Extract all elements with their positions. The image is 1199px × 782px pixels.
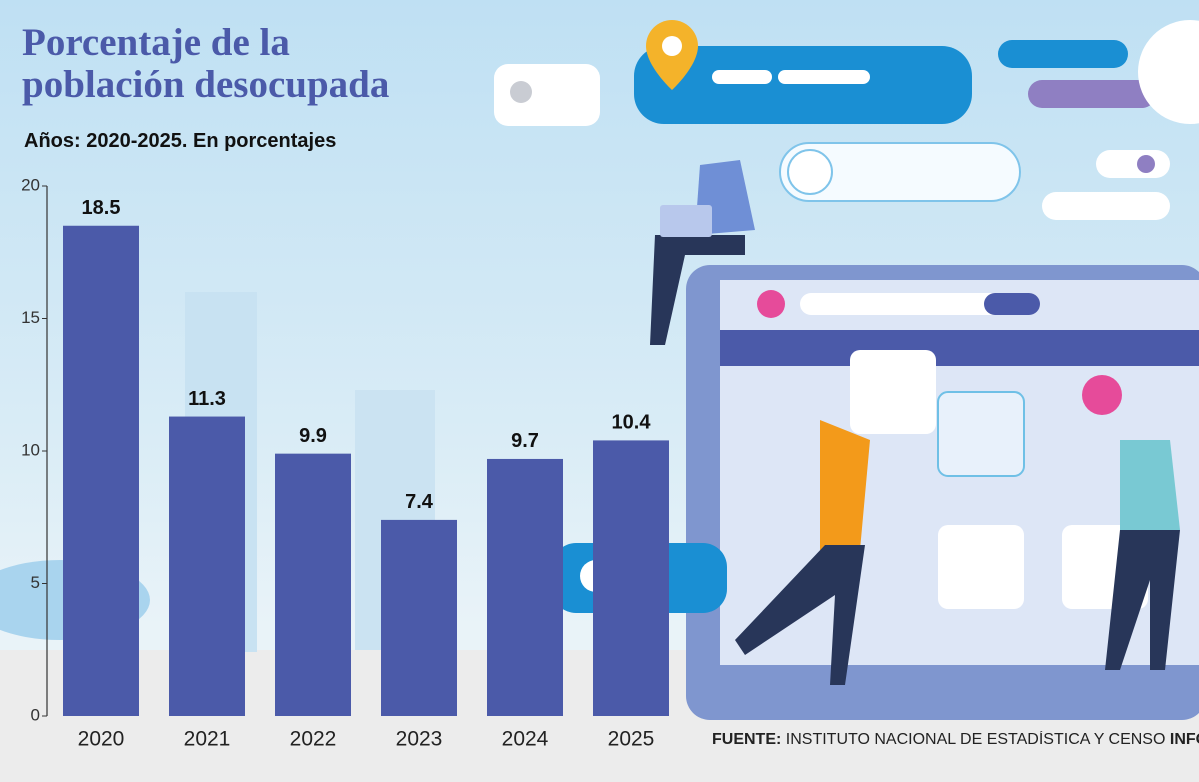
x-tick-label: 2024 — [502, 728, 549, 751]
bar — [487, 458, 563, 716]
laptop-base — [720, 685, 980, 715]
pill — [1042, 192, 1170, 220]
bar — [63, 225, 139, 716]
bar — [593, 440, 669, 716]
person-legs — [650, 235, 745, 345]
source: INSTITUTO NACIONAL DE ESTADÍSTICA Y CENS… — [785, 731, 1166, 748]
pin-dot — [662, 36, 682, 56]
footer: FUENTE: INSTITUTO NACIONAL DE ESTADÍSTIC… — [712, 731, 1199, 749]
bubble — [779, 142, 1021, 202]
pill — [778, 70, 870, 84]
pill — [1028, 80, 1156, 108]
check — [1082, 375, 1122, 415]
toggle — [1096, 150, 1170, 178]
menu — [720, 330, 1199, 366]
bar — [381, 519, 457, 716]
y-tick-label: 10 — [21, 440, 40, 459]
y-tick-label: 5 — [31, 573, 40, 592]
dot — [757, 290, 785, 318]
value-label: 18.5 — [82, 197, 121, 219]
person-legs — [735, 545, 865, 685]
x-tick-label: 2023 — [396, 728, 443, 751]
profile-card — [850, 350, 936, 434]
pill — [712, 70, 772, 84]
search-btn — [984, 293, 1040, 315]
profile-card — [938, 525, 1024, 609]
bar — [275, 453, 351, 716]
person-legs — [1105, 530, 1180, 670]
x-tick-label: 2022 — [290, 728, 337, 751]
pill — [998, 40, 1128, 68]
value-label: 9.9 — [299, 425, 327, 447]
toggle-knob — [1137, 155, 1155, 173]
person-shirt — [820, 420, 870, 550]
y-tick-label: 0 — [31, 705, 40, 724]
value-label: 10.4 — [612, 412, 652, 434]
y-tick-label: 20 — [21, 175, 40, 194]
person-shirt — [1120, 440, 1180, 530]
value-label: 11.3 — [188, 388, 226, 410]
card — [494, 64, 600, 126]
search — [800, 293, 1040, 315]
avatar-circle — [1138, 20, 1199, 124]
y-tick-label: 15 — [21, 308, 40, 327]
x-tick-label: 2021 — [184, 728, 231, 751]
profile-card — [937, 391, 1025, 477]
source-label: FUENTE: — [712, 731, 782, 748]
laptop-small — [660, 205, 712, 237]
value-label: 7.4 — [405, 491, 434, 513]
x-tick-label: 2020 — [78, 728, 125, 751]
bubble — [634, 46, 972, 124]
smiley — [787, 149, 833, 195]
info-label: INFO: — [1169, 731, 1199, 748]
avatar — [510, 81, 532, 103]
chart-title: Porcentaje de la población desocupada — [22, 21, 390, 106]
bar — [169, 416, 245, 716]
chart-subtitle: Años: 2020-2025. En porcentajes — [24, 130, 337, 152]
x-tick-label: 2025 — [608, 728, 655, 751]
value-label: 9.7 — [511, 430, 539, 452]
